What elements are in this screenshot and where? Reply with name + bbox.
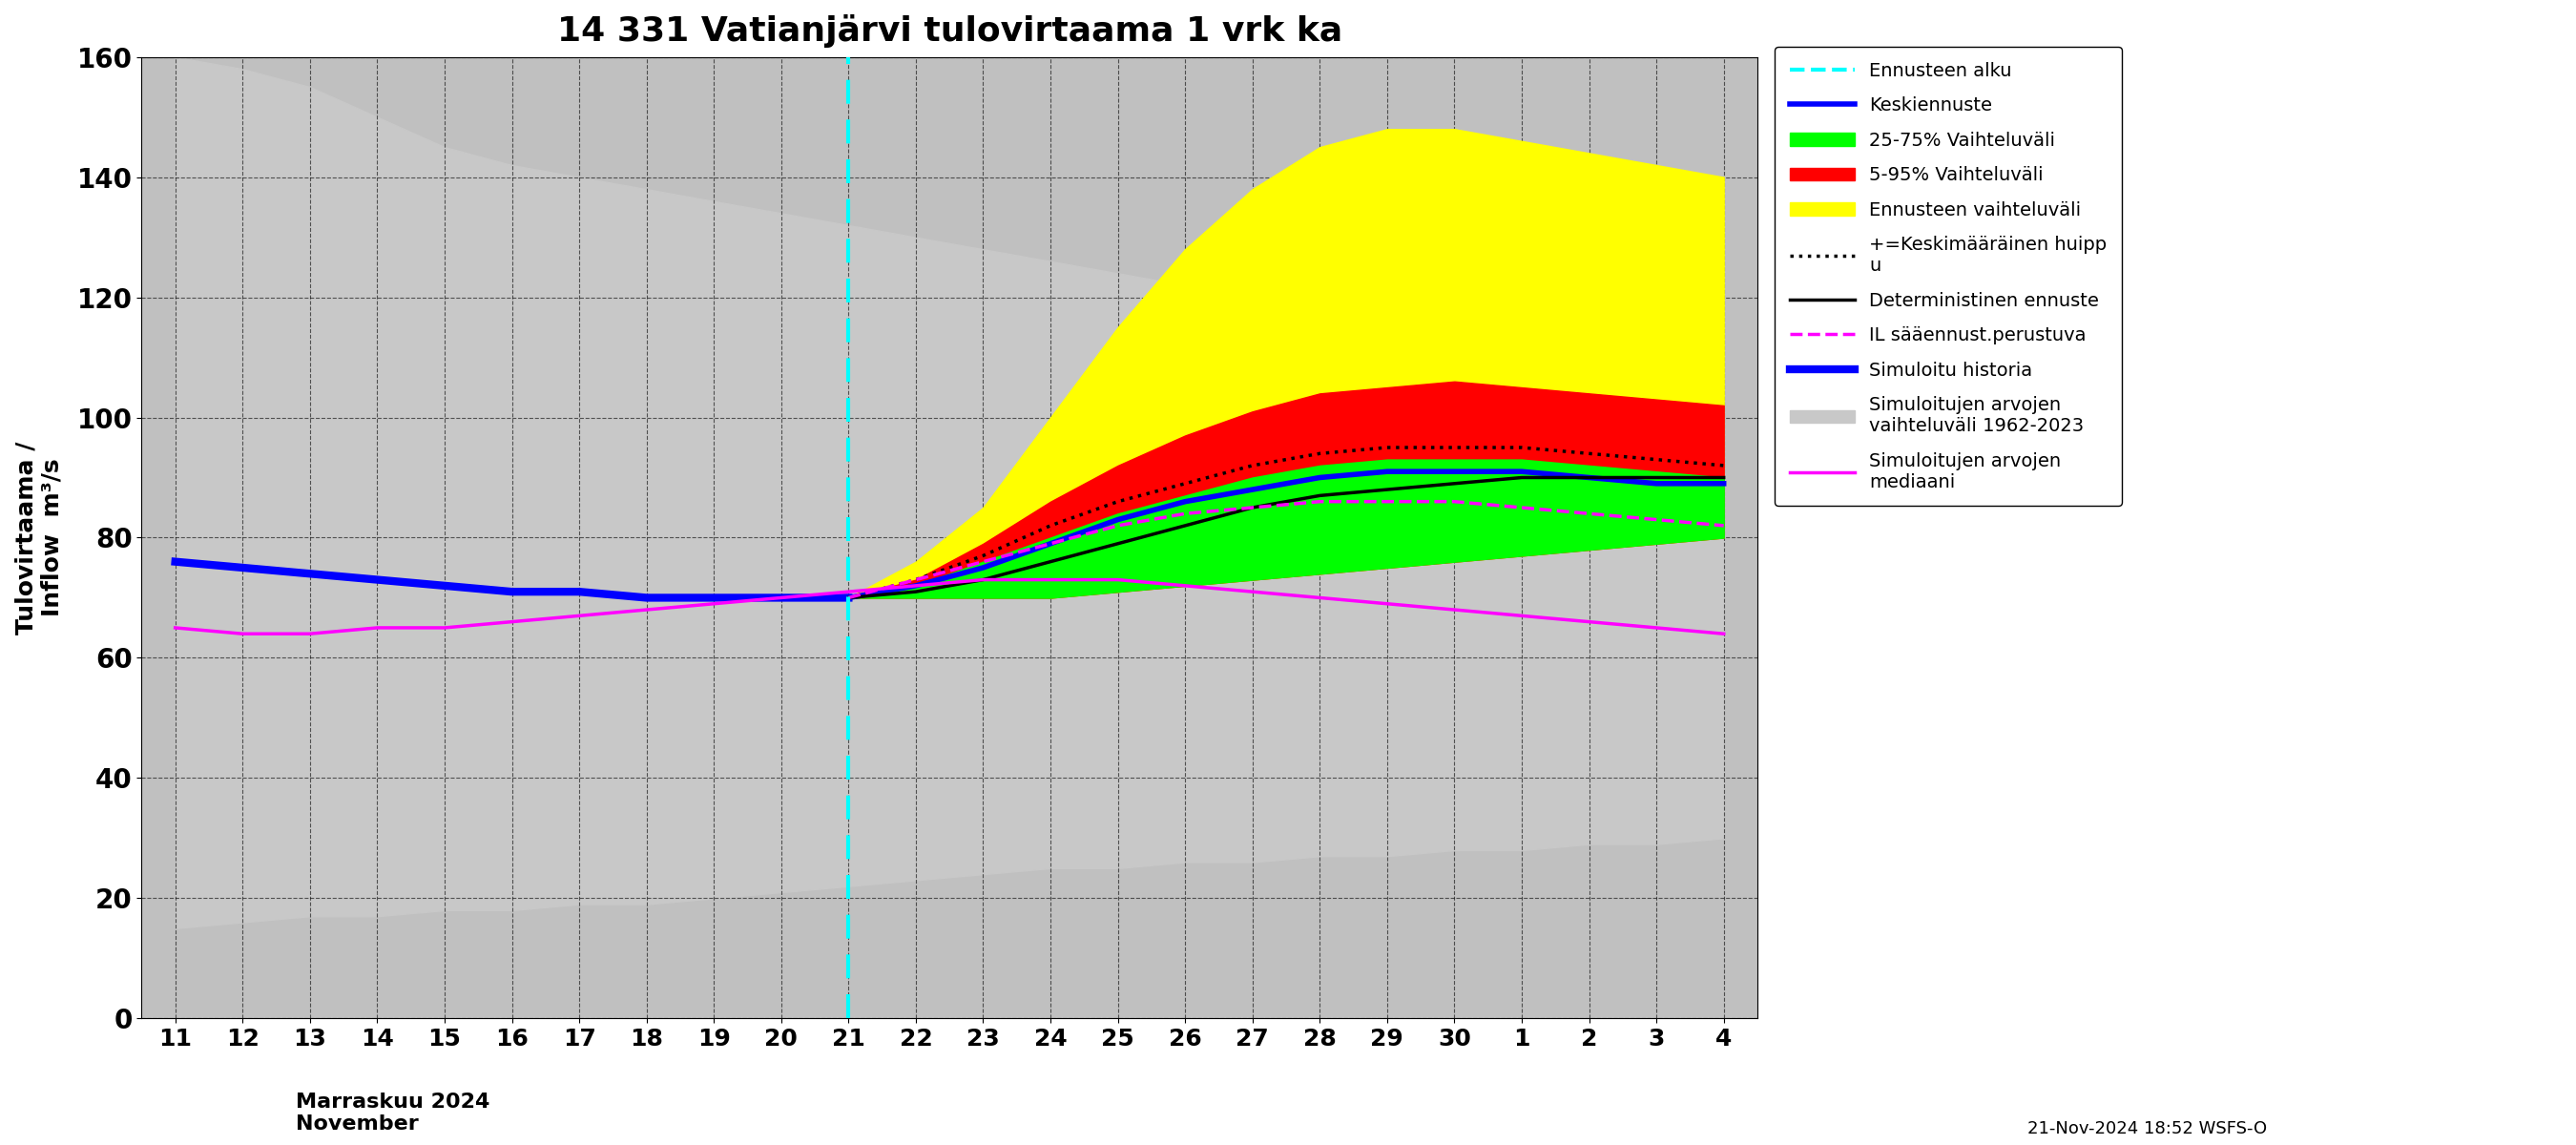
Y-axis label: Tulovirtaama /
Inflow  m³/s: Tulovirtaama / Inflow m³/s [15, 441, 64, 634]
Text: Marraskuu 2024
November: Marraskuu 2024 November [296, 1092, 489, 1134]
Legend: Ennusteen alku, Keskiennuste, 25-75% Vaihteluväli, 5-95% Vaihteluväli, Ennusteen: Ennusteen alku, Keskiennuste, 25-75% Vai… [1775, 47, 2123, 506]
Text: 21-Nov-2024 18:52 WSFS-O: 21-Nov-2024 18:52 WSFS-O [2027, 1120, 2267, 1137]
Title: 14 331 Vatianjärvi tulovirtaama 1 vrk ka: 14 331 Vatianjärvi tulovirtaama 1 vrk ka [556, 14, 1342, 48]
